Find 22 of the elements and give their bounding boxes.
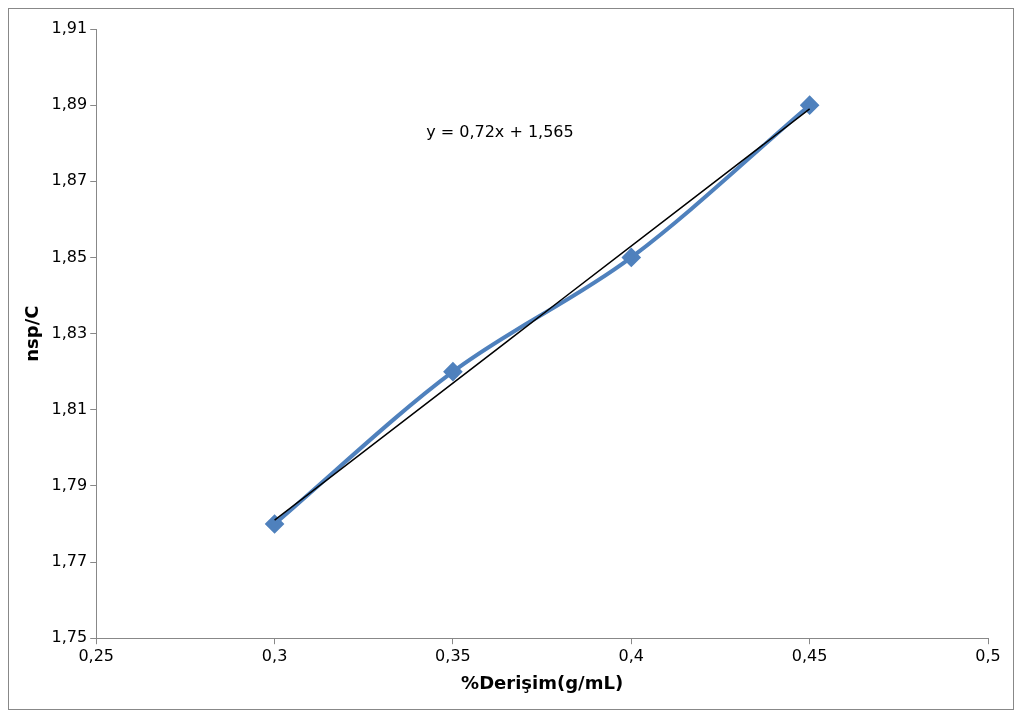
- x-tick-label: 0,3: [261, 645, 288, 665]
- y-tick-label: 1,83: [51, 322, 88, 342]
- x-tick-label: 0,4: [618, 645, 645, 665]
- x-axis-title: %Derişim(g/mL): [461, 671, 624, 693]
- x-tick-label: 0,25: [78, 645, 115, 665]
- x-tick-label: 0,35: [435, 645, 471, 665]
- y-tick-label: 1,85: [51, 246, 88, 266]
- y-tick-label: 1,91: [51, 18, 88, 38]
- point: [265, 514, 284, 533]
- annotation: y = 0,72x + 1,565: [426, 121, 574, 141]
- point: [800, 96, 819, 115]
- x-tick-label: 0,5: [975, 645, 1001, 665]
- y-tick-label: 1,81: [51, 398, 88, 418]
- y-tick-label: 1,75: [51, 627, 88, 647]
- y-axis-title: nsp/C: [21, 305, 43, 362]
- point: [622, 248, 641, 267]
- point: [443, 362, 462, 381]
- y-tick-label: 1,79: [51, 475, 88, 495]
- y-tick-label: 1,89: [51, 94, 88, 114]
- y-tick-label: 1,77: [51, 551, 88, 571]
- y-tick-label: 1,87: [51, 170, 88, 190]
- x-tick-label: 0,45: [791, 645, 828, 665]
